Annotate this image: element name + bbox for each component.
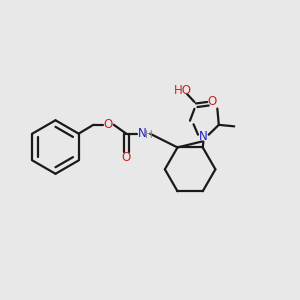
Text: N: N [138,127,147,140]
Text: N: N [199,130,208,142]
Text: O: O [104,118,113,131]
Text: O: O [122,151,131,164]
Text: O: O [208,95,217,109]
Text: H: H [145,130,152,140]
Text: HO: HO [173,85,191,98]
